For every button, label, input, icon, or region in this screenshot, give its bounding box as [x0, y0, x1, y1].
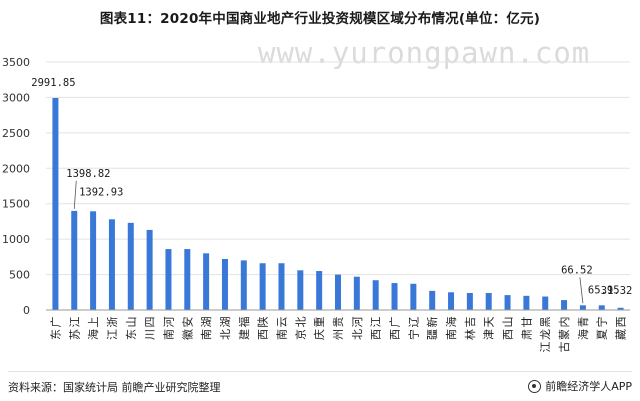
- bar: [579, 305, 586, 310]
- x-tick-label: 云南: [275, 317, 288, 341]
- chart-title: 图表11：2020年中国商业地产行业投资规模区域分布情况(单位：亿元): [99, 11, 541, 27]
- y-tick-label: 2000: [2, 162, 30, 175]
- y-tick-label: 3000: [2, 91, 30, 104]
- y-axis: 0 500 1000 1500 2000 2500 3000 3500: [2, 56, 30, 317]
- bar: [240, 260, 247, 310]
- label-leader-line: [579, 277, 584, 304]
- data-label: 1392.93: [79, 186, 123, 198]
- source-note: 资料来源：国家统计局 前瞻产业研究院整理: [8, 381, 221, 394]
- bar: [127, 222, 134, 310]
- x-tick-label: 浙江: [106, 317, 119, 341]
- y-tick-label: 1000: [2, 233, 30, 246]
- bar: [146, 229, 153, 310]
- x-tick-label: 江苏: [68, 317, 81, 341]
- y-tick-label: 0: [23, 304, 30, 317]
- bar: [90, 211, 97, 310]
- bar: [598, 305, 605, 310]
- x-tick-label: 重庆: [312, 317, 326, 341]
- bar: [353, 276, 360, 310]
- x-tick-label: 青海: [576, 317, 590, 341]
- bar: [391, 283, 398, 310]
- x-tick-label: 河南: [162, 317, 175, 341]
- data-label: 2991.85: [31, 77, 75, 89]
- bar: [316, 271, 323, 310]
- x-tick-label: 广东: [49, 317, 62, 341]
- data-label: 31.32: [601, 285, 633, 297]
- bar: [278, 263, 285, 310]
- bars: [52, 98, 624, 310]
- x-tick-label: 内蒙古: [557, 317, 571, 353]
- x-tick-label: 辽宁: [406, 317, 420, 341]
- bar: [485, 292, 492, 310]
- bar: [221, 258, 228, 310]
- bar: [108, 219, 115, 310]
- watermark-text: www.yurongpawn.com: [258, 36, 591, 70]
- bar: [184, 249, 191, 310]
- bar: [297, 270, 304, 310]
- brand-name: 前瞻经济学人APP: [545, 380, 632, 393]
- bar: [203, 253, 210, 310]
- x-tick-label: 天津: [483, 317, 496, 341]
- x-tick-label: 吉林: [463, 317, 477, 341]
- label-leader-line: [73, 180, 77, 209]
- x-tick-label: 西藏: [615, 317, 628, 341]
- x-tick-label: 四川: [144, 317, 157, 341]
- x-tick-label: 福建: [237, 317, 251, 341]
- y-tick-label: 2500: [2, 127, 30, 140]
- bar: [523, 295, 530, 310]
- brand-logo-icon: [528, 379, 542, 393]
- bar: [335, 274, 341, 310]
- footer-divider: [8, 371, 632, 372]
- x-tick-label: 新疆: [425, 317, 439, 341]
- x-tick-label: 河北: [351, 317, 364, 341]
- x-axis: 广东江苏上海浙江山东四川河南安徽湖南湖北福建陕西云南北京重庆贵州河北江西广西辽宁…: [46, 309, 630, 353]
- x-tick-label: 黑龙江: [539, 317, 552, 353]
- bar: [542, 296, 549, 310]
- bar: [165, 249, 172, 310]
- bar: [617, 307, 624, 310]
- bar: [71, 210, 78, 310]
- data-label: 66.52: [561, 264, 593, 276]
- brand-badge: 前瞻经济学人APP: [528, 378, 632, 394]
- data-label: 1398.82: [66, 168, 110, 180]
- x-tick-label: 广西: [389, 317, 402, 341]
- data-label: 65.95: [588, 284, 620, 296]
- x-tick-label: 海南: [444, 317, 458, 341]
- x-tick-label: 湖北: [219, 317, 232, 341]
- y-tick-label: 3500: [2, 56, 30, 69]
- bar: [561, 300, 568, 310]
- x-tick-label: 贵州: [332, 317, 345, 341]
- bar: [448, 292, 455, 310]
- x-tick-label: 陕西: [256, 317, 270, 341]
- x-tick-label: 湖南: [200, 317, 213, 341]
- bar: [259, 263, 266, 310]
- x-tick-label: 甘肃: [520, 317, 533, 341]
- x-tick-label: 江西: [370, 317, 383, 341]
- bar: [410, 283, 417, 310]
- x-tick-label: 山西: [502, 317, 515, 341]
- y-tick-label: 500: [9, 269, 30, 282]
- x-tick-label: 安徽: [180, 317, 194, 341]
- bar: [429, 290, 436, 310]
- x-tick-label: 宁夏: [595, 317, 609, 341]
- x-tick-label: 山东: [125, 317, 138, 341]
- bar: [504, 295, 511, 310]
- bar: [372, 280, 379, 310]
- bar: [466, 292, 473, 310]
- x-tick-label: 上海: [86, 317, 100, 341]
- x-tick-label: 北京: [293, 317, 307, 341]
- bar: [52, 98, 59, 310]
- y-tick-label: 1500: [2, 198, 30, 211]
